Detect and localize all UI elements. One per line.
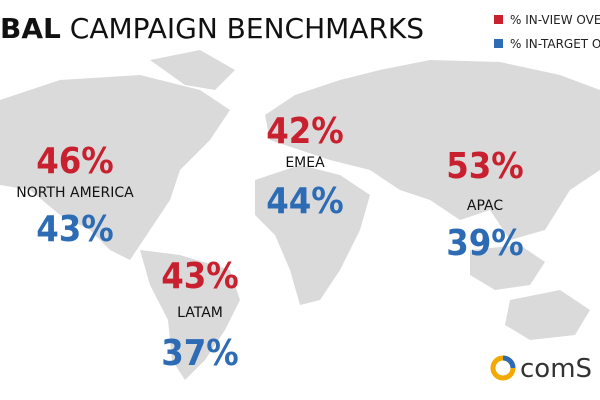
legend-label: % IN-TARGET OV xyxy=(510,37,600,51)
in-target-value: 44% xyxy=(266,181,344,222)
legend-swatch xyxy=(494,15,503,24)
region-name: EMEA xyxy=(285,155,325,171)
logo: comS xyxy=(490,354,592,384)
logo-icon-accent xyxy=(502,355,516,369)
region-name: NORTH AMERICA xyxy=(16,185,134,201)
in-view-value: 43% xyxy=(161,256,239,297)
legend-swatch xyxy=(494,39,503,48)
in-target-value: 37% xyxy=(161,333,239,374)
in-target-value: 43% xyxy=(36,209,114,250)
title: BAL CAMPAIGN BENCHMARKS xyxy=(0,12,424,45)
regions: 46% NORTH AMERICA 43% 42% EMEA 44% 53% APAC 39% 4… xyxy=(16,111,523,374)
in-view-value: 42% xyxy=(266,111,344,152)
in-target-value: 39% xyxy=(446,223,524,264)
region-name: LATAM xyxy=(177,305,223,321)
in-view-value: 53% xyxy=(446,146,524,187)
region-name: APAC xyxy=(467,198,503,214)
logo-text: comS xyxy=(520,354,592,384)
legend: % IN-VIEW OVE % IN-TARGET OV xyxy=(494,13,600,51)
world-map xyxy=(0,50,600,380)
legend-label: % IN-VIEW OVE xyxy=(510,13,600,27)
in-view-value: 46% xyxy=(36,141,114,182)
